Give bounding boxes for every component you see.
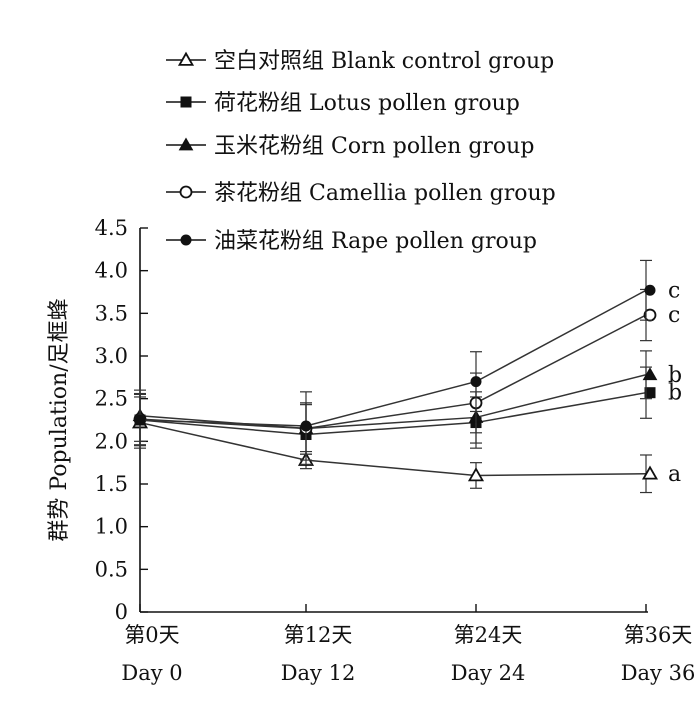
y-tick-label: 1.5 (95, 472, 128, 496)
y-tick-label: 0 (115, 600, 128, 624)
x-tick-label-en: Day 0 (121, 661, 182, 685)
significance-label: b (668, 363, 682, 388)
series-3: b (132, 350, 682, 455)
y-axis-label: 群势 Population/足框蜂 (47, 298, 72, 541)
data-point (641, 465, 659, 480)
series-line (139, 374, 647, 430)
legend-marker (177, 51, 195, 66)
legend-label: 荷花粉组 Lotus pollen group (214, 91, 520, 116)
legend-marker (180, 96, 192, 108)
legend-label: 茶花粉组 Camellia pollen group (214, 181, 556, 206)
legend-marker (180, 234, 192, 246)
x-tick-label-en: Day 12 (281, 661, 356, 685)
series-5: c (134, 259, 680, 461)
series-line (139, 289, 647, 427)
y-tick-label: 0.5 (95, 557, 128, 581)
data-point (467, 467, 485, 482)
legend-marker (178, 137, 194, 151)
series-2: b (134, 366, 682, 465)
data-point (644, 387, 656, 399)
x-tick-label-cn: 第12天 (284, 623, 353, 647)
series-line (139, 391, 647, 436)
y-tick-label: 2.0 (95, 429, 128, 453)
y-tick-label: 1.0 (95, 515, 128, 539)
x-tick-label-cn: 第36天 (624, 623, 693, 647)
x-tick-label-en: Day 36 (621, 661, 696, 685)
legend-marker (179, 185, 193, 199)
data-point (470, 376, 482, 388)
y-tick-label: 3.5 (95, 301, 128, 325)
data-point (134, 414, 146, 426)
y-ticks: 0 0.5 1.0 1.5 2.0 2.5 3.0 3.5 4.0 4.5 (95, 216, 148, 624)
x-tick-label-cn: 第24天 (454, 623, 523, 647)
series-group: a bb cc (131, 259, 682, 494)
legend-label: 空白对照组 Blank control group (214, 49, 554, 74)
x-tick-label-cn: 第0天 (124, 623, 179, 647)
y-tick-label: 4.0 (95, 259, 128, 283)
data-point (300, 420, 312, 432)
y-tick-label: 4.5 (95, 216, 128, 240)
legend-label: 油菜花粉组 Rape pollen group (214, 229, 537, 254)
x-ticks: 第0天 Day 0 第12天 Day 12 第24天 Day 24 第36天 Day 36 (121, 604, 695, 685)
series-line (139, 421, 647, 477)
significance-label: a (668, 462, 681, 487)
significance-label: c (668, 303, 680, 328)
legend-label: 玉米花粉组 Corn pollen group (214, 134, 534, 159)
series-line (139, 314, 647, 430)
significance-label: c (668, 278, 680, 303)
legend: 空白对照组 Blank control group 荷花粉组 Lotus poll… (166, 49, 556, 254)
data-point (642, 367, 658, 381)
series-1: a (131, 396, 681, 494)
y-tick-label: 3.0 (95, 344, 128, 368)
x-tick-label-en: Day 24 (451, 661, 526, 685)
series-4: c (133, 288, 680, 455)
y-tick-label: 2.5 (95, 387, 128, 411)
axes (139, 228, 648, 613)
data-point (644, 284, 656, 296)
significance-label: b (668, 381, 682, 406)
